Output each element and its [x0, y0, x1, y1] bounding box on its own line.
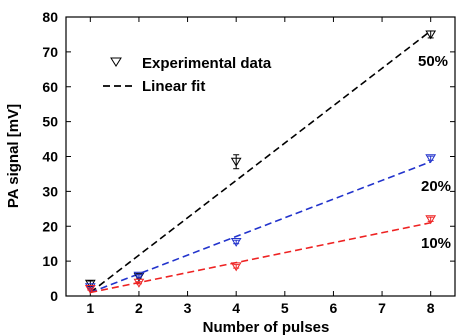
y-tick-label: 30	[42, 183, 58, 199]
series-label: 50%	[418, 53, 448, 70]
x-tick-label: 4	[232, 300, 240, 316]
series-label: 20%	[421, 178, 451, 195]
x-axis-title: Number of pulses	[203, 319, 330, 335]
series-label: 10%	[421, 235, 451, 252]
y-tick-label: 10	[42, 253, 58, 269]
data-point	[230, 157, 242, 167]
data-point	[425, 30, 437, 40]
legend: Experimental data Linear fit	[103, 55, 272, 95]
fit-lines	[89, 30, 432, 294]
y-tick-label: 70	[42, 44, 58, 60]
data-points	[84, 30, 437, 294]
series-labels: 50% 20% 10%	[418, 53, 451, 252]
data-point	[84, 285, 96, 294]
y-tick-label: 20	[42, 218, 58, 234]
legend-label-linear-fit: Linear fit	[142, 78, 205, 95]
y-axis-title: PA signal [mV]	[5, 104, 22, 208]
legend-triangle-marker	[110, 57, 122, 67]
data-point	[133, 278, 145, 288]
fit-line	[89, 30, 432, 294]
legend-label-experimental: Experimental data	[142, 55, 272, 72]
x-tick-label: 2	[135, 300, 143, 316]
x-tick-label: 7	[378, 300, 386, 316]
y-tick-label: 60	[42, 79, 58, 95]
data-point	[230, 237, 242, 247]
y-tick-label: 40	[42, 149, 58, 165]
data-point	[133, 271, 145, 281]
x-tick-label: 8	[427, 300, 435, 316]
fit-line	[90, 160, 431, 294]
x-tick-label: 5	[281, 300, 289, 316]
y-tick-label: 80	[42, 9, 58, 25]
data-point	[230, 262, 242, 272]
x-tick-label: 6	[330, 300, 338, 316]
y-tick-label: 50	[42, 114, 58, 130]
x-tick-label: 3	[184, 300, 192, 316]
fit-line	[90, 221, 431, 294]
data-point	[425, 154, 437, 164]
x-tick-label: 1	[86, 300, 94, 316]
y-tick-label: 0	[50, 288, 58, 304]
data-point	[425, 215, 437, 225]
y-axis: 0 10 20 30 40 50 60 70 80	[42, 9, 455, 304]
x-axis: 1 2 3 4 5 6 7 8	[86, 17, 435, 316]
